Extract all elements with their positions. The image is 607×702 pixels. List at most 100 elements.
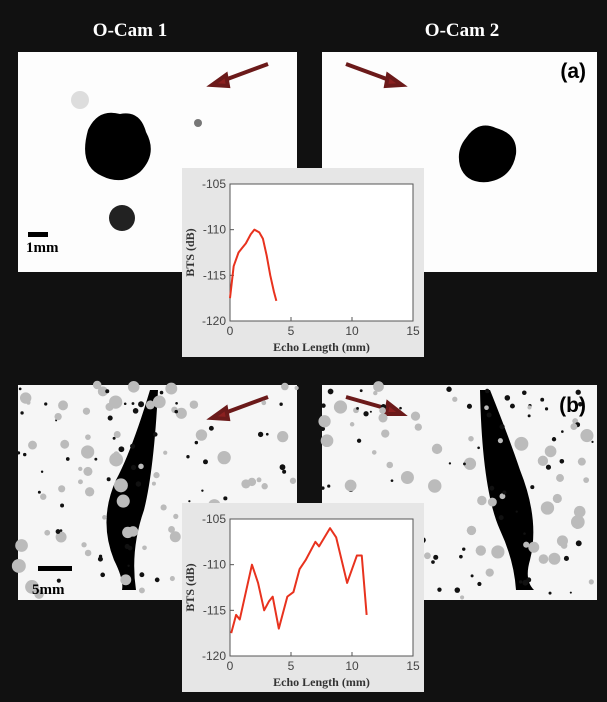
particle bbox=[484, 405, 489, 411]
bubble bbox=[109, 205, 135, 231]
particle bbox=[466, 525, 477, 536]
particle bbox=[327, 388, 334, 395]
particle bbox=[40, 493, 47, 500]
particle bbox=[118, 446, 125, 453]
particle bbox=[575, 540, 582, 547]
particle bbox=[499, 424, 505, 430]
particle bbox=[256, 477, 262, 483]
particle bbox=[431, 560, 435, 564]
y-axis-label: BTS (dB) bbox=[183, 228, 197, 276]
particle bbox=[333, 400, 348, 414]
particle bbox=[386, 461, 394, 469]
particle bbox=[55, 531, 67, 543]
particle bbox=[142, 545, 147, 551]
y-tick-label: -115 bbox=[203, 268, 226, 282]
particle bbox=[437, 587, 442, 592]
particle bbox=[120, 574, 132, 586]
particle bbox=[528, 541, 540, 553]
particle bbox=[102, 515, 107, 520]
particle bbox=[279, 402, 283, 406]
particle bbox=[279, 464, 286, 471]
particle bbox=[559, 458, 565, 464]
y-tick-label: -110 bbox=[203, 223, 226, 237]
particle bbox=[65, 457, 70, 461]
particle bbox=[20, 411, 24, 415]
particle bbox=[515, 510, 518, 513]
particle bbox=[544, 407, 549, 411]
particle bbox=[460, 595, 465, 600]
particle bbox=[491, 545, 505, 559]
particle bbox=[34, 589, 44, 599]
particle bbox=[186, 455, 190, 459]
scale-bar bbox=[28, 232, 48, 237]
particle bbox=[138, 463, 144, 470]
bubble bbox=[480, 390, 534, 590]
x-tick-label: 0 bbox=[227, 324, 234, 338]
particle bbox=[578, 401, 583, 407]
particle bbox=[106, 477, 111, 482]
particle bbox=[159, 390, 164, 395]
particle bbox=[321, 403, 326, 408]
particle bbox=[369, 410, 372, 413]
particle bbox=[428, 479, 442, 493]
plot-area bbox=[229, 518, 414, 657]
particle bbox=[551, 437, 557, 442]
particle bbox=[44, 402, 48, 406]
particle bbox=[381, 429, 390, 438]
particle bbox=[208, 425, 214, 431]
particle bbox=[518, 580, 523, 584]
particle bbox=[160, 504, 167, 511]
particle bbox=[454, 587, 461, 593]
particle bbox=[459, 554, 463, 559]
x-tick-label: 5 bbox=[288, 659, 295, 673]
column-header: O-Cam 1 bbox=[93, 20, 167, 41]
particle bbox=[105, 389, 110, 394]
particle bbox=[580, 429, 594, 443]
particle bbox=[320, 434, 334, 448]
particle bbox=[410, 411, 421, 421]
particle bbox=[399, 406, 402, 410]
particle bbox=[97, 556, 103, 562]
particle bbox=[489, 485, 495, 491]
particle bbox=[153, 432, 158, 437]
particle bbox=[40, 470, 44, 473]
particle bbox=[320, 426, 326, 432]
particle bbox=[446, 386, 452, 392]
particle bbox=[281, 382, 289, 391]
particle bbox=[92, 380, 102, 390]
particle bbox=[569, 591, 572, 594]
particle bbox=[109, 452, 124, 467]
particle bbox=[373, 390, 378, 396]
panel-label: (b) bbox=[559, 394, 586, 417]
particle bbox=[44, 529, 51, 536]
particle bbox=[265, 432, 269, 436]
particle bbox=[16, 451, 21, 455]
particle bbox=[577, 457, 586, 466]
echo-curve bbox=[229, 228, 278, 302]
particle bbox=[545, 464, 552, 470]
panel-label: (a) bbox=[560, 60, 586, 83]
y-tick-label: -110 bbox=[203, 558, 226, 572]
particle bbox=[138, 401, 145, 408]
particle bbox=[85, 434, 91, 440]
particle bbox=[261, 483, 268, 490]
particle bbox=[28, 440, 37, 450]
x-tick-label: 5 bbox=[288, 324, 295, 338]
particle bbox=[114, 478, 128, 493]
particle bbox=[487, 497, 497, 507]
particle bbox=[498, 515, 504, 521]
particle bbox=[477, 495, 487, 506]
particle bbox=[168, 526, 175, 533]
particle bbox=[188, 500, 191, 503]
particle bbox=[203, 459, 208, 465]
particle bbox=[523, 541, 530, 548]
particle bbox=[544, 445, 557, 458]
particle bbox=[174, 409, 179, 414]
particle bbox=[217, 450, 231, 465]
particle bbox=[100, 572, 106, 578]
x-tick-label: 0 bbox=[227, 659, 234, 673]
particle bbox=[78, 466, 83, 472]
y-axis-label: BTS (dB) bbox=[183, 563, 197, 611]
y-tick-label: -115 bbox=[203, 603, 226, 617]
x-tick-label: 15 bbox=[406, 659, 420, 673]
